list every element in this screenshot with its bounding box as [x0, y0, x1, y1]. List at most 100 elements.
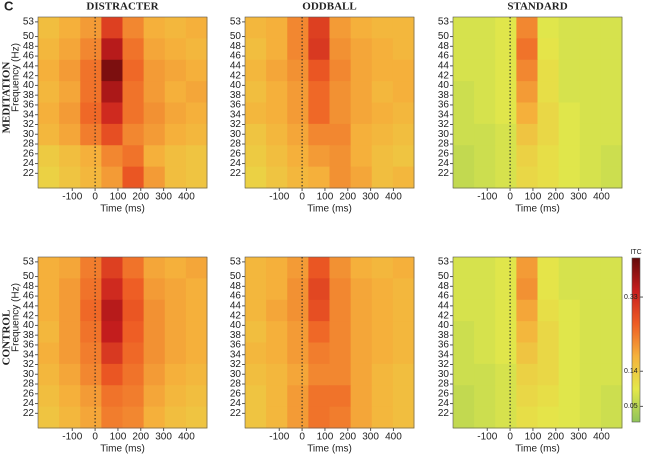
- heatmap-cell: [474, 81, 496, 103]
- heatmap-cell: [122, 342, 145, 365]
- heatmap-cell: [474, 278, 496, 301]
- y-tick-label: 50: [23, 31, 35, 42]
- heatmap-cell: [164, 299, 187, 322]
- heatmap-cell: [558, 299, 581, 322]
- heatmap-cell: [38, 145, 60, 168]
- heatmap-cell: [392, 321, 415, 343]
- heatmap-cell: [287, 342, 309, 365]
- heatmap-cell: [245, 363, 267, 386]
- heatmap-cell: [558, 342, 581, 365]
- x-tick-label: -100: [269, 192, 289, 203]
- y-tick-label: 36: [23, 340, 35, 351]
- heatmap-cell: [245, 342, 267, 365]
- heatmap-cell: [308, 385, 330, 408]
- y-tick-label: 34: [230, 349, 242, 360]
- heatmap-cell: [495, 363, 517, 386]
- heatmap-cell: [308, 278, 330, 301]
- heatmap-cell: [185, 59, 208, 82]
- heatmap-panel: -100 0 100 200 300 40022242628303234363840424…: [438, 257, 623, 455]
- heatmap-cell: [453, 59, 475, 82]
- heatmap-cell: [558, 145, 581, 168]
- heatmap-cell: [516, 145, 538, 168]
- heatmap-cell: [59, 145, 81, 168]
- heatmap-cell: [101, 385, 123, 408]
- heatmap-cell: [453, 257, 475, 279]
- heatmap-cell: [537, 145, 560, 168]
- y-tick-label: 26: [230, 148, 242, 159]
- heatmap-cell: [266, 406, 288, 429]
- heatmap-cell: [80, 385, 102, 408]
- heatmap-cell: [537, 342, 560, 365]
- heatmap-cell: [558, 81, 581, 103]
- heatmap-cell: [185, 166, 208, 189]
- heatmap-cell: [516, 321, 538, 343]
- x-tick-label: -100: [62, 432, 82, 443]
- heatmap-cell: [143, 363, 166, 386]
- colorbar-tick-label: 0.33: [624, 294, 638, 301]
- heatmap-cell: [516, 299, 538, 322]
- x-tick-label: -100: [62, 192, 82, 203]
- heatmap-cell: [329, 385, 352, 408]
- heatmap-cell: [287, 299, 309, 322]
- heatmap-cell: [185, 299, 208, 322]
- heatmap-cell: [164, 81, 187, 103]
- heatmap-cell: [101, 38, 123, 61]
- heatmap-cell: [308, 123, 330, 146]
- heatmap-cell: [350, 406, 373, 429]
- heatmap-cell: [371, 363, 394, 386]
- heatmap-cell: [287, 38, 309, 61]
- heatmap-cell: [579, 102, 602, 125]
- heatmap-cell: [122, 145, 145, 168]
- heatmap-cell: [122, 299, 145, 322]
- heatmap-cell: [392, 17, 415, 39]
- y-tick-label: 24: [23, 158, 35, 169]
- heatmap-cell: [350, 257, 373, 279]
- x-tick-label: 400: [178, 432, 195, 443]
- heatmap-cell: [266, 342, 288, 365]
- x-tick-label: 400: [385, 432, 402, 443]
- heatmap-cell: [495, 385, 517, 408]
- heatmap-cell: [453, 363, 475, 386]
- y-tick-label: 50: [438, 271, 450, 282]
- heatmap-cell: [392, 81, 415, 103]
- heatmap-cell: [600, 406, 623, 429]
- y-tick-label: 53: [230, 257, 242, 268]
- row-label: CONTROL: [1, 310, 13, 366]
- heatmap-cell: [80, 59, 102, 82]
- heatmap-panel: -100 0 100 200 300 40022242628303234363840424…: [230, 1, 415, 215]
- heatmap-cell: [101, 321, 123, 343]
- heatmap-cell: [245, 257, 267, 279]
- heatmap-cell: [164, 342, 187, 365]
- y-tick-label: 46: [230, 291, 242, 302]
- heatmap-cell: [371, 385, 394, 408]
- y-tick-label: 30: [230, 369, 242, 380]
- heatmap-cell: [579, 166, 602, 189]
- heatmap-cell: [329, 123, 352, 146]
- heatmap-cell: [495, 299, 517, 322]
- column-title: DISTRACTER: [86, 1, 159, 13]
- heatmap-cell: [495, 321, 517, 343]
- heatmap-cell: [495, 38, 517, 61]
- y-tick-label: 40: [23, 320, 35, 331]
- heatmap-cell: [266, 102, 288, 125]
- heatmap-cell: [371, 406, 394, 429]
- x-tick-label: 300: [362, 432, 379, 443]
- y-tick-label: 24: [230, 158, 242, 169]
- heatmap-cell: [329, 406, 352, 429]
- heatmap-cell: [143, 17, 166, 39]
- heatmap-cell: [516, 38, 538, 61]
- heatmap-cell: [59, 278, 81, 301]
- heatmap-cell: [516, 257, 538, 279]
- heatmap-cell: [558, 102, 581, 125]
- heatmap-cell: [474, 38, 496, 61]
- heatmap-cell: [537, 278, 560, 301]
- plot-frame: [37, 256, 208, 429]
- heatmap-cell: [164, 278, 187, 301]
- heatmap-cell: [600, 299, 623, 322]
- heatmap-cell: [80, 81, 102, 103]
- heatmap-cell: [371, 17, 394, 39]
- heatmap-cell: [579, 321, 602, 343]
- heatmap-cell: [474, 102, 496, 125]
- y-tick-label: 38: [230, 330, 242, 341]
- heatmap-cell: [38, 299, 60, 322]
